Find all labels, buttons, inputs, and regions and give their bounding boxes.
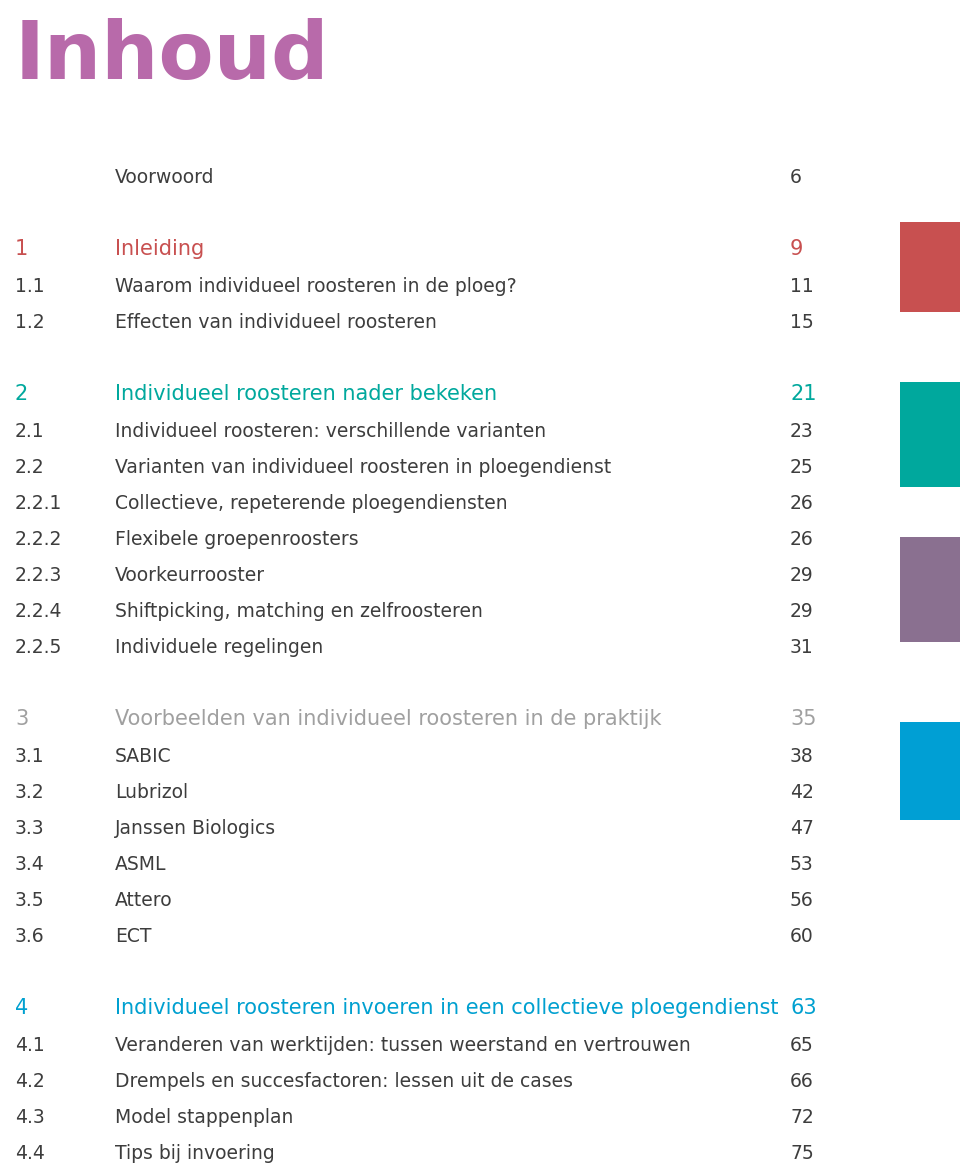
Text: 65: 65 [790,1036,814,1055]
Text: Individuele regelingen: Individuele regelingen [115,638,324,656]
Text: Shiftpicking, matching en zelfroosteren: Shiftpicking, matching en zelfroosteren [115,602,483,622]
Text: Voorkeurrooster: Voorkeurrooster [115,566,265,585]
Text: 2.2.2: 2.2.2 [15,530,62,549]
Text: 63: 63 [790,998,817,1018]
Text: 31: 31 [790,638,814,656]
Text: Varianten van individueel roosteren in ploegendienst: Varianten van individueel roosteren in p… [115,457,612,477]
Text: 26: 26 [790,530,814,549]
Text: 3.6: 3.6 [15,927,44,946]
Text: 2.2.5: 2.2.5 [15,638,62,656]
Text: 6: 6 [790,168,802,187]
Text: 26: 26 [790,494,814,513]
Text: 3.2: 3.2 [15,783,44,802]
Text: 4.2: 4.2 [15,1072,45,1091]
Text: Voorbeelden van individueel roosteren in de praktijk: Voorbeelden van individueel roosteren in… [115,709,661,729]
Text: Janssen Biologics: Janssen Biologics [115,819,276,838]
Text: Flexibele groepenroosters: Flexibele groepenroosters [115,530,359,549]
Text: Voorwoord: Voorwoord [115,168,214,187]
Text: 3.1: 3.1 [15,747,44,766]
Text: 2: 2 [15,384,28,404]
Text: Inleiding: Inleiding [115,239,204,260]
Text: Inhoud: Inhoud [15,17,329,95]
Text: ECT: ECT [115,927,152,946]
Text: 2.2: 2.2 [15,457,44,477]
Text: 47: 47 [790,819,814,838]
Text: 75: 75 [790,1144,814,1163]
Text: 4: 4 [15,998,28,1018]
Text: 2.2.3: 2.2.3 [15,566,62,585]
Text: 21: 21 [790,384,817,404]
Text: ASML: ASML [115,856,166,874]
Text: 29: 29 [790,602,814,622]
Text: Lubrizol: Lubrizol [115,783,188,802]
Text: 56: 56 [790,890,814,910]
Text: 38: 38 [790,747,814,766]
Text: 2.2.1: 2.2.1 [15,494,62,513]
Bar [900,382,960,487]
Text: Individueel roosteren nader bekeken: Individueel roosteren nader bekeken [115,384,497,404]
Text: 3.4: 3.4 [15,856,45,874]
Text: Drempels en succesfactoren: lessen uit de cases: Drempels en succesfactoren: lessen uit d… [115,1072,573,1091]
Text: 35: 35 [790,709,817,729]
Text: Veranderen van werktijden: tussen weerstand en vertrouwen: Veranderen van werktijden: tussen weerst… [115,1036,691,1055]
Text: 3: 3 [15,709,28,729]
Text: 4.1: 4.1 [15,1036,45,1055]
Text: 9: 9 [790,239,804,260]
Text: 1: 1 [15,239,28,260]
Text: 11: 11 [790,277,814,296]
Text: 2.1: 2.1 [15,423,44,441]
Text: Individueel roosteren: verschillende varianten: Individueel roosteren: verschillende var… [115,423,546,441]
Text: 4.4: 4.4 [15,1144,45,1163]
Text: 42: 42 [790,783,814,802]
Text: Model stappenplan: Model stappenplan [115,1108,294,1127]
Text: 1.2: 1.2 [15,313,44,332]
Text: Collectieve, repeterende ploegendiensten: Collectieve, repeterende ploegendiensten [115,494,508,513]
Text: 53: 53 [790,856,814,874]
Text: 1.1: 1.1 [15,277,44,296]
Text: 3.3: 3.3 [15,819,44,838]
Text: 15: 15 [790,313,814,332]
Text: 23: 23 [790,423,814,441]
Text: 66: 66 [790,1072,814,1091]
Bar [900,722,960,819]
Text: SABIC: SABIC [115,747,172,766]
Text: 25: 25 [790,457,814,477]
Text: 29: 29 [790,566,814,585]
Text: 60: 60 [790,927,814,946]
Text: 72: 72 [790,1108,814,1127]
Text: Individueel roosteren invoeren in een collectieve ploegendienst: Individueel roosteren invoeren in een co… [115,998,779,1018]
Text: Waarom individueel roosteren in de ploeg?: Waarom individueel roosteren in de ploeg… [115,277,516,296]
Text: Tips bij invoering: Tips bij invoering [115,1144,275,1163]
Text: 2.2.4: 2.2.4 [15,602,62,622]
Text: 3.5: 3.5 [15,890,44,910]
Bar [900,537,960,643]
Text: Attero: Attero [115,890,173,910]
Text: Effecten van individueel roosteren: Effecten van individueel roosteren [115,313,437,332]
Text: 4.3: 4.3 [15,1108,45,1127]
Bar [900,222,960,312]
